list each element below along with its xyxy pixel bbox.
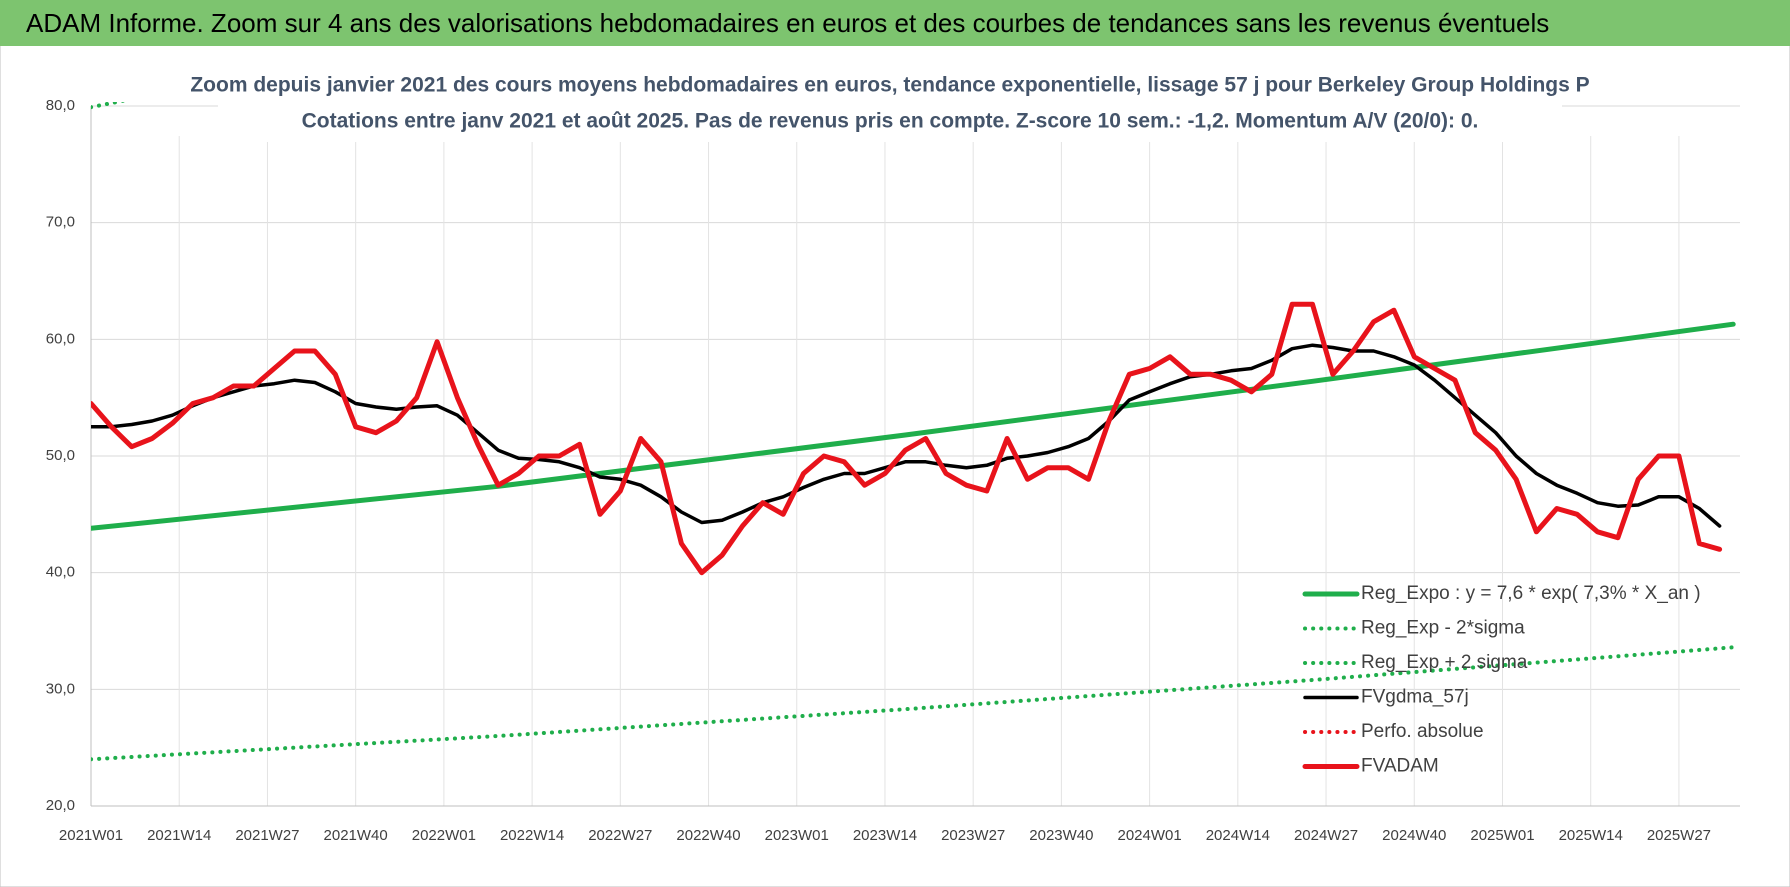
x-tick-label: 2021W27 [235,827,299,844]
y-tick-label: 50,0 [46,447,75,464]
legend-label: Reg_Expo : y = 7,6 * exp( 7,3% * X_an ) [1361,583,1701,604]
x-tick-label: 2021W01 [59,827,123,844]
x-tick-label: 2025W14 [1559,827,1623,844]
x-tick-label: 2022W14 [500,827,564,844]
y-tick-label: 80,0 [46,97,75,114]
legend-label: Perfo. absolue [1361,721,1484,742]
x-tick-label: 2021W14 [147,827,211,844]
x-tick-label: 2022W01 [412,827,476,844]
legend-label: FVADAM [1361,756,1439,777]
subtitle-line: Zoom depuis janvier 2021 des cours moyen… [190,74,1589,97]
x-tick-label: 2022W40 [676,827,740,844]
x-tick-label: 2024W27 [1294,827,1358,844]
x-tick-label: 2022W27 [588,827,652,844]
y-tick-label: 30,0 [46,680,75,697]
header-title: ADAM Informe. Zoom sur 4 ans des valoris… [26,8,1549,38]
legend: Reg_Expo : y = 7,6 * exp( 7,3% * X_an ) R… [1302,583,1701,777]
x-tick-label: 2025W01 [1470,827,1534,844]
x-tick-label: 2023W14 [853,827,917,844]
series-line [91,301,1723,576]
x-tick-label: 2023W40 [1029,827,1093,844]
x-tick-label: 2021W40 [324,827,388,844]
x-tick-label: 2024W01 [1118,827,1182,844]
subtitle-box [218,64,1562,142]
x-tick-label: 2023W27 [941,827,1005,844]
series-line [91,321,1736,531]
plot-lines [91,102,1736,762]
header-bar [0,0,1790,46]
y-tick-label: 70,0 [46,214,75,231]
legend-label: FVgdma_57j [1361,687,1469,708]
x-tick-label: 2024W14 [1206,827,1270,844]
y-tick-label: 40,0 [46,564,75,581]
legend-label: Reg_Exp - 2*sigma [1361,618,1525,639]
y-tick-label: 20,0 [46,797,75,814]
series-line [91,343,1722,528]
legend-label: Reg_Exp + 2 sigma [1361,652,1528,673]
x-tick-label: 2025W27 [1647,827,1711,844]
x-tick-label: 2023W01 [765,827,829,844]
x-tick-label: 2024W40 [1382,827,1446,844]
subtitle-line: Cotations entre janv 2021 et août 2025. … [302,110,1479,133]
y-tick-label: 60,0 [46,330,75,347]
